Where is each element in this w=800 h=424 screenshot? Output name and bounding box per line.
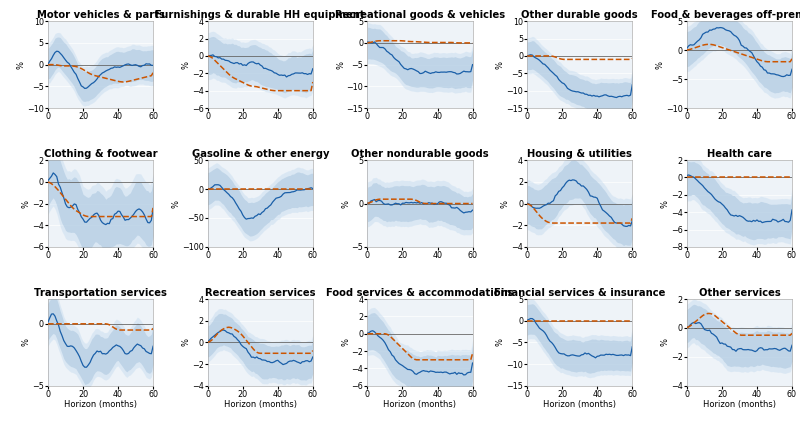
Title: Recreation services: Recreation services: [205, 288, 315, 298]
Y-axis label: %: %: [22, 200, 30, 207]
Y-axis label: %: %: [336, 61, 345, 69]
Title: Other nondurable goods: Other nondurable goods: [351, 149, 489, 159]
Y-axis label: %: %: [17, 61, 26, 69]
Y-axis label: %: %: [496, 61, 505, 69]
Title: Furnishings & durable HH equipment: Furnishings & durable HH equipment: [155, 11, 365, 20]
Title: Transportation services: Transportation services: [34, 288, 167, 298]
Y-axis label: %: %: [661, 200, 670, 207]
Y-axis label: %: %: [496, 338, 505, 346]
Title: Food services & accommodations: Food services & accommodations: [326, 288, 514, 298]
Y-axis label: %: %: [341, 338, 350, 346]
Title: Housing & utilities: Housing & utilities: [527, 149, 632, 159]
Title: Health care: Health care: [707, 149, 772, 159]
X-axis label: Horizon (months): Horizon (months): [543, 400, 616, 410]
Title: Other services: Other services: [698, 288, 780, 298]
Y-axis label: %: %: [182, 338, 190, 346]
Y-axis label: %: %: [656, 61, 665, 69]
Title: Food & beverages off-premises: Food & beverages off-premises: [651, 11, 800, 20]
Title: Other durable goods: Other durable goods: [522, 11, 638, 20]
X-axis label: Horizon (months): Horizon (months): [64, 400, 137, 410]
Title: Motor vehicles & parts: Motor vehicles & parts: [37, 11, 165, 20]
Y-axis label: %: %: [341, 200, 350, 207]
Y-axis label: %: %: [661, 338, 670, 346]
Title: Clothing & footwear: Clothing & footwear: [44, 149, 158, 159]
Title: Financial services & insurance: Financial services & insurance: [494, 288, 666, 298]
Title: Recreational goods & vehicles: Recreational goods & vehicles: [335, 11, 505, 20]
Y-axis label: %: %: [182, 61, 190, 69]
X-axis label: Horizon (months): Horizon (months): [224, 400, 297, 410]
Y-axis label: %: %: [171, 200, 181, 207]
Title: Gasoline & other energy: Gasoline & other energy: [191, 149, 329, 159]
X-axis label: Horizon (months): Horizon (months): [383, 400, 457, 410]
X-axis label: Horizon (months): Horizon (months): [703, 400, 776, 410]
Y-axis label: %: %: [501, 200, 510, 207]
Y-axis label: %: %: [22, 338, 30, 346]
